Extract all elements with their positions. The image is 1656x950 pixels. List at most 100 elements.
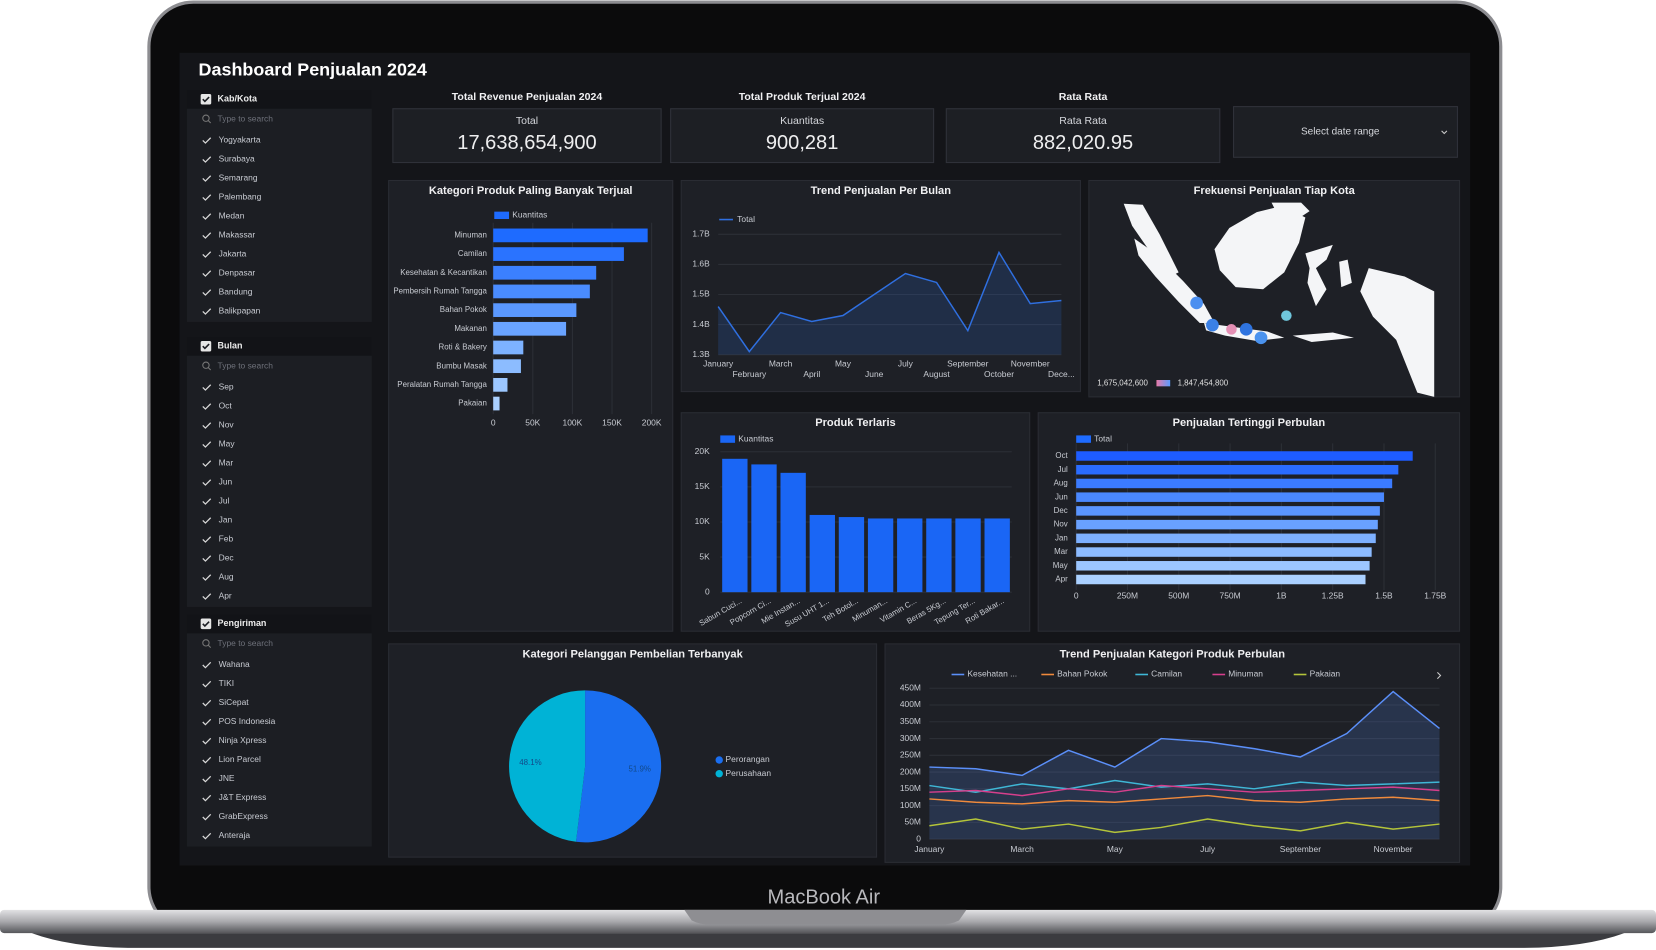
filter-option[interactable]: Medan [219, 211, 245, 221]
x-tick-label: 200K [642, 418, 662, 428]
filter-header [186, 336, 372, 356]
bar [1076, 506, 1380, 516]
x-tick-label: May [1107, 844, 1124, 854]
filter-option[interactable]: Semarang [219, 173, 258, 183]
filter-option[interactable]: Lion Parcel [219, 754, 261, 764]
chart-title: Kategori Produk Paling Banyak Terjual [429, 185, 633, 197]
search-input[interactable]: Type to search [218, 114, 274, 124]
y-tick-label: 150M [900, 783, 921, 793]
date-range-text[interactable]: Select date range [1301, 127, 1380, 138]
filter-option[interactable]: Wahana [219, 659, 250, 669]
bar [751, 464, 777, 593]
filter-option[interactable]: Jul [219, 496, 230, 506]
filter-option[interactable]: Nov [219, 420, 235, 430]
y-tick-label: Jul [1058, 465, 1068, 474]
y-tick-label: 5K [699, 551, 710, 561]
check-icon [202, 517, 212, 524]
filter-option[interactable]: Bandung [219, 287, 253, 297]
filter-option[interactable]: POS Indonesia [219, 716, 276, 726]
x-tick-label: October [984, 369, 1014, 379]
filter-option[interactable]: Denpasar [219, 268, 256, 278]
kpi-value: 900,281 [766, 132, 838, 154]
filter-option[interactable]: Jakarta [219, 249, 247, 259]
kpi-card [670, 108, 935, 164]
kpi-value: 882,020.95 [1033, 132, 1133, 154]
y-tick-label: 100M [900, 800, 921, 810]
filter-option[interactable]: Aug [219, 572, 234, 582]
filter-option[interactable]: Anteraja [219, 830, 251, 840]
filter-option[interactable]: Feb [219, 534, 234, 544]
y-tick-label: 0 [916, 833, 921, 843]
filter-option[interactable]: Yogyakarta [219, 135, 261, 145]
dashboard-title: Dashboard Penjualan 2024 [199, 59, 427, 79]
check-icon [202, 96, 210, 103]
bar [493, 340, 524, 355]
filter-option[interactable]: Surabaya [219, 154, 255, 164]
bar [838, 517, 865, 593]
filter-option[interactable]: Apr [219, 591, 232, 601]
check-icon [202, 441, 212, 448]
bar [493, 247, 624, 261]
filter-panel [186, 614, 372, 847]
x-tick-label: November [1011, 358, 1050, 368]
y-tick-label: Oct [1055, 451, 1068, 460]
y-tick-label: 50M [905, 817, 921, 827]
filter-option[interactable]: Sep [219, 382, 234, 392]
check-icon [202, 756, 212, 764]
date-range-picker[interactable] [1233, 106, 1458, 158]
y-tick-label: Jan [1055, 533, 1068, 542]
check-icon [202, 343, 210, 350]
filter-option[interactable]: Jan [219, 515, 233, 525]
bar [1076, 478, 1393, 489]
line [929, 779, 1440, 793]
check-icon [202, 737, 212, 745]
y-tick-label: Jun [1055, 492, 1068, 501]
filter-option[interactable]: TIKI [219, 678, 234, 688]
search-input[interactable]: Type to search [218, 361, 274, 371]
filter-option[interactable]: Oct [219, 401, 233, 411]
filter-label: Kab/Kota [218, 94, 258, 104]
filter-option[interactable]: Palembang [219, 192, 262, 202]
bar [1076, 492, 1384, 502]
chart-title: Produk Terlaris [815, 417, 895, 429]
filter-panel [186, 89, 372, 322]
y-tick-label: 350M [900, 716, 921, 726]
line [929, 794, 1440, 805]
kpi-card [392, 108, 662, 164]
x-tick-label: September [947, 358, 988, 368]
filter-option[interactable]: GrabExpress [219, 811, 268, 821]
filter-option[interactable]: Ninja Xpress [219, 735, 267, 745]
x-tick-label: 50K [525, 418, 540, 428]
filter-option[interactable]: SiCepat [219, 697, 250, 707]
legend-label: Total [1094, 433, 1112, 443]
y-tick-label: Roti & Bakery [439, 343, 487, 352]
kpi-heading: Total Revenue Penjualan 2024 [452, 91, 603, 103]
filter-option[interactable]: Jun [219, 477, 233, 487]
y-tick-label: Kesehatan & Kecantikan [400, 268, 487, 277]
filter-option[interactable]: Balikpapan [219, 306, 261, 316]
x-tick-label: 750M [1220, 591, 1241, 601]
filter-option[interactable]: May [219, 439, 236, 449]
x-tick-label: 250M [1117, 591, 1138, 601]
x-tick-label: November [1374, 844, 1413, 854]
pie-slice [576, 690, 662, 843]
filter-option[interactable]: J&T Express [219, 792, 267, 802]
legend-label: Kesehatan ... [967, 669, 1017, 679]
check-icon [202, 232, 212, 239]
filter-option[interactable]: JNE [219, 773, 235, 783]
filter-label: Bulan [218, 341, 243, 351]
filter-option[interactable]: Mar [219, 458, 234, 468]
bar [1076, 574, 1366, 585]
check-icon [202, 718, 212, 726]
search-input[interactable]: Type to search [218, 638, 274, 648]
check-icon [202, 813, 212, 821]
x-tick-label: July [898, 358, 914, 368]
filter-option[interactable]: Dec [219, 553, 234, 563]
legend-swatch [715, 770, 723, 778]
check-icon [202, 593, 212, 600]
legend-next-arrow[interactable] [1437, 672, 1442, 680]
bar [493, 228, 648, 243]
filter-option[interactable]: Makassar [219, 230, 256, 240]
bar [493, 265, 597, 280]
